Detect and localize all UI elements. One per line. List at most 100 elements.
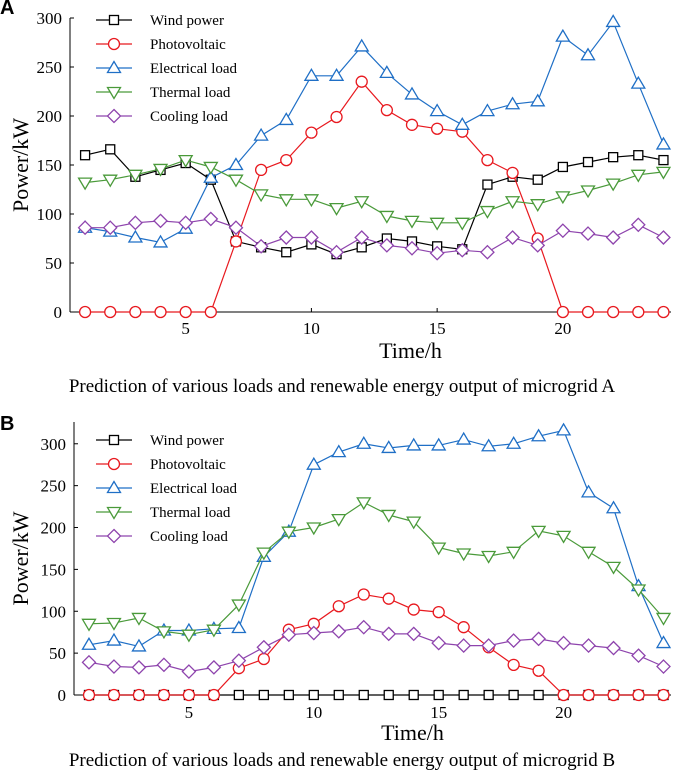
x-tick-label: 10	[303, 319, 320, 338]
data-point	[106, 86, 122, 100]
series-photovoltaic	[78, 75, 670, 319]
data-point	[632, 688, 645, 702]
x-tick-label: 20	[554, 319, 571, 338]
data-point	[429, 103, 445, 117]
data-point	[382, 592, 395, 605]
data-point	[655, 166, 672, 180]
y-tick-label: 250	[37, 58, 63, 77]
data-point	[256, 547, 272, 561]
y-tick-label: 0	[54, 303, 63, 322]
data-point	[106, 659, 122, 674]
data-point	[429, 245, 445, 261]
data-point	[605, 561, 622, 575]
data-point	[77, 177, 93, 191]
data-point	[203, 211, 219, 227]
data-point	[580, 546, 597, 560]
legend-label: Thermal load	[150, 85, 231, 101]
y-tick-label: 100	[37, 205, 63, 224]
data-point	[78, 305, 92, 319]
data-point	[108, 434, 120, 446]
data-point	[152, 163, 169, 177]
series-thermal-load	[81, 497, 672, 643]
legend: Wind power Photovoltaic Electrical load The…	[96, 433, 238, 545]
data-point	[605, 178, 621, 192]
data-point	[508, 689, 519, 701]
data-point	[328, 68, 345, 81]
data-point	[481, 153, 494, 167]
data-point	[331, 623, 347, 639]
x-tick-label: 20	[555, 703, 572, 722]
data-point	[179, 305, 192, 319]
chart-caption: Prediction of various loads and renewabl…	[69, 750, 615, 771]
data-point	[356, 435, 372, 449]
data-point	[82, 688, 96, 702]
data-point	[333, 689, 344, 701]
data-point	[102, 174, 118, 188]
legend-item: Thermal load	[96, 85, 231, 101]
data-point	[127, 215, 143, 231]
data-point	[557, 161, 569, 173]
data-point	[106, 108, 122, 124]
data-point	[107, 457, 121, 471]
data-point	[77, 220, 93, 236]
data-point	[605, 500, 622, 514]
data-point	[404, 240, 420, 256]
data-point	[356, 619, 372, 635]
data-point	[530, 93, 546, 107]
panel-letter: A	[0, 0, 14, 19]
data-point	[658, 154, 669, 166]
data-point	[406, 516, 422, 530]
data-point	[132, 688, 146, 702]
data-point	[404, 86, 420, 100]
data-point	[181, 664, 197, 679]
data-point	[258, 689, 269, 701]
legend-item: Electrical load	[96, 480, 238, 497]
data-point	[406, 626, 422, 642]
data-point	[454, 242, 470, 258]
data-point	[81, 618, 97, 632]
data-point	[633, 150, 644, 161]
data-point	[506, 166, 519, 179]
data-point	[131, 659, 147, 675]
data-point	[556, 305, 570, 319]
data-point	[608, 152, 619, 163]
data-point	[632, 305, 645, 319]
data-point	[656, 230, 671, 245]
data-point	[154, 305, 167, 319]
data-point	[481, 438, 497, 452]
data-point	[580, 484, 597, 498]
data-point	[207, 688, 221, 702]
data-point	[383, 689, 394, 701]
data-point	[431, 635, 447, 651]
data-point	[357, 588, 370, 601]
y-tick-label: 200	[37, 107, 63, 126]
y-tick-label: 300	[37, 9, 63, 28]
data-point	[108, 14, 120, 26]
data-point	[530, 428, 547, 442]
data-point	[581, 638, 596, 654]
data-point	[531, 631, 547, 647]
data-point	[330, 110, 343, 124]
data-point	[106, 528, 122, 544]
data-point	[481, 638, 497, 654]
data-point	[456, 548, 472, 562]
data-point	[231, 620, 247, 634]
data-point	[331, 444, 347, 458]
data-point	[482, 179, 493, 190]
data-point	[506, 633, 522, 648]
legend-label: Photovoltaic	[150, 37, 226, 53]
data-point	[229, 235, 243, 248]
chart-caption: Prediction of various loads and renewabl…	[69, 376, 616, 397]
data-point	[354, 196, 370, 210]
data-point	[178, 215, 194, 231]
data-point	[432, 605, 445, 619]
data-point	[530, 525, 547, 539]
y-tick-label: 200	[41, 519, 67, 538]
data-point	[630, 169, 646, 183]
data-point	[582, 156, 594, 168]
data-point	[182, 688, 196, 702]
data-point	[556, 635, 572, 651]
data-point	[433, 689, 444, 701]
y-tick-label: 0	[58, 686, 67, 705]
